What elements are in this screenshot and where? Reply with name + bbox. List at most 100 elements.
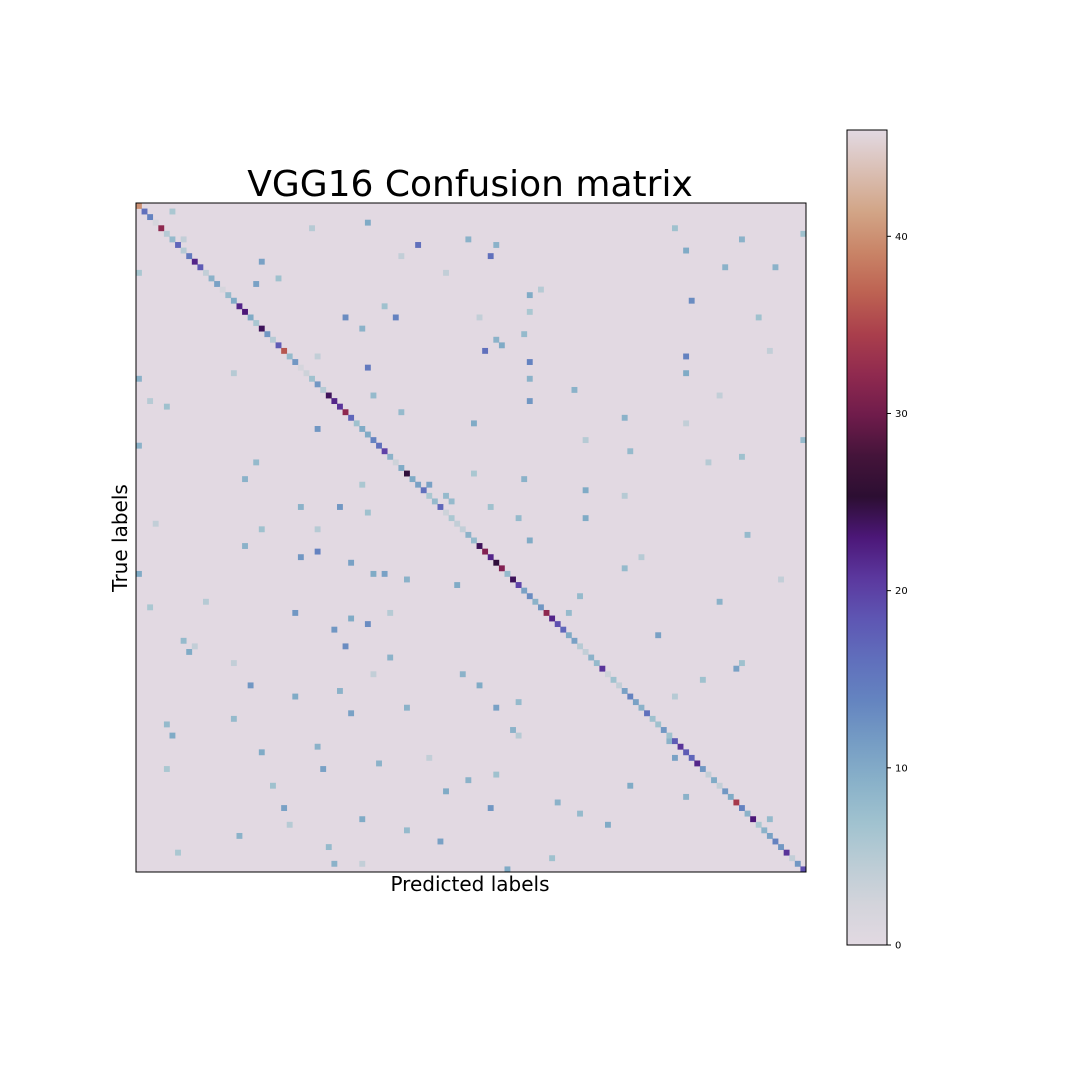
heatmap-cell-diagonal [169,236,176,243]
heatmap-cell [772,264,779,271]
heatmap-cell-diagonal [376,442,382,449]
heatmap-cell-diagonal [538,604,544,611]
heatmap-cell [426,754,433,761]
heatmap-cell [465,777,472,784]
heatmap-cell-diagonal [465,531,472,538]
heatmap-cell-diagonal [331,398,338,405]
heatmap-cell-diagonal [152,219,159,226]
heatmap-cell-diagonal [688,754,695,761]
heatmap-cell [163,766,170,772]
heatmap-cell [577,593,583,600]
heatmap-cell-diagonal [772,838,779,845]
heatmap-cell [152,520,159,527]
heatmap-cell-diagonal [683,749,690,756]
heatmap-cell [392,314,399,321]
heatmap-cell [292,693,299,700]
heatmap-cell-diagonal [459,526,466,533]
heatmap-cell-diagonal [493,559,500,566]
heatmap-cell [800,230,807,237]
heatmap-cell [683,247,690,254]
heatmap-cell-diagonal [755,821,762,828]
heatmap-cell-diagonal [387,453,394,460]
colorbar-tick-label: 10 [895,763,908,774]
colorbar-tick-label: 30 [895,409,908,420]
heatmap-cell [163,721,170,728]
heatmap-cell [136,570,142,577]
heatmap-cell [744,531,751,538]
heatmap-cell-diagonal [739,805,745,811]
heatmap-cell-diagonal [627,693,634,700]
heatmap-cell-diagonal [297,364,304,371]
heatmap-cell [683,353,690,360]
heatmap-cell-diagonal [789,855,796,862]
heatmap-cell-diagonal [711,777,717,784]
heatmap-cell [359,816,366,823]
heatmap-cell [314,548,321,555]
heatmap-cell [275,275,282,282]
heatmap-cell [387,609,394,616]
heatmap-cell [364,364,371,371]
heatmap-cell [443,788,449,795]
heatmap-cell-diagonal [471,537,477,544]
heatmap-cell-diagonal [800,866,807,873]
heatmap-cell-diagonal [420,487,427,494]
heatmap-cell [655,632,662,639]
heatmap-cell-diagonal [543,609,550,616]
heatmap-cell [716,598,723,605]
heatmap-cell-diagonal [727,793,734,800]
heatmap-cell [471,420,477,427]
heatmap-cell-diagonal [186,253,193,260]
heatmap-cell-diagonal [448,515,455,522]
heatmap-cell-diagonal [498,565,505,572]
heatmap-cell-diagonal [264,331,271,338]
heatmap-cell-diagonal [694,760,701,767]
heatmap-cell [314,526,321,533]
heatmap-cell-diagonal [588,654,595,661]
heatmap-cell [526,375,533,382]
heatmap-cell-diagonal [487,554,494,561]
heatmap-cell [337,504,343,510]
heatmap-cell [465,236,472,243]
heatmap-cell [169,732,176,739]
heatmap-cell [364,219,371,226]
heatmap-cell-diagonal [599,665,606,672]
heatmap-cell-diagonal [554,621,561,628]
heatmap-cell [459,671,466,678]
heatmap-cell-diagonal [705,771,712,778]
heatmap-cell [169,208,176,215]
heatmap-cell [331,860,338,867]
heatmap-cell-diagonal [437,504,444,510]
heatmap-cell-diagonal [766,832,773,839]
heatmap-cell-diagonal [314,381,321,388]
heatmap-cell-diagonal [431,498,438,505]
heatmap-cell [404,827,410,834]
heatmap-cell [476,682,483,689]
heatmap-cell [309,225,315,232]
heatmap-cell-diagonal [392,459,399,466]
heatmap-cell [180,637,187,644]
heatmap-cell [493,704,500,711]
heatmap-cell-diagonal [638,704,645,711]
heatmap-cell [526,359,533,365]
heatmap-cell [292,609,299,616]
heatmap-cell-diagonal [286,353,293,360]
heatmap-cell-diagonal [672,738,678,745]
heatmap-cell-diagonal [348,414,355,421]
heatmap-cell [448,498,455,505]
heatmap-cell-diagonal [616,682,623,689]
heatmap-cell [515,732,522,739]
heatmap-cell [364,509,371,516]
heatmap-cell [699,676,706,683]
heatmap-cell [722,264,729,271]
y-axis-label: True labels [108,484,132,593]
heatmap-cell-diagonal [666,732,673,739]
heatmap-cell-diagonal [404,470,410,477]
heatmap-cell [247,682,254,689]
heatmap-cell [627,448,634,455]
heatmap-cell [571,386,578,393]
heatmap-cell [180,236,187,243]
heatmap-cell-diagonal [141,208,148,215]
heatmap-cell-diagonal [510,576,516,583]
colorbar-tick-label: 0 [895,941,901,952]
